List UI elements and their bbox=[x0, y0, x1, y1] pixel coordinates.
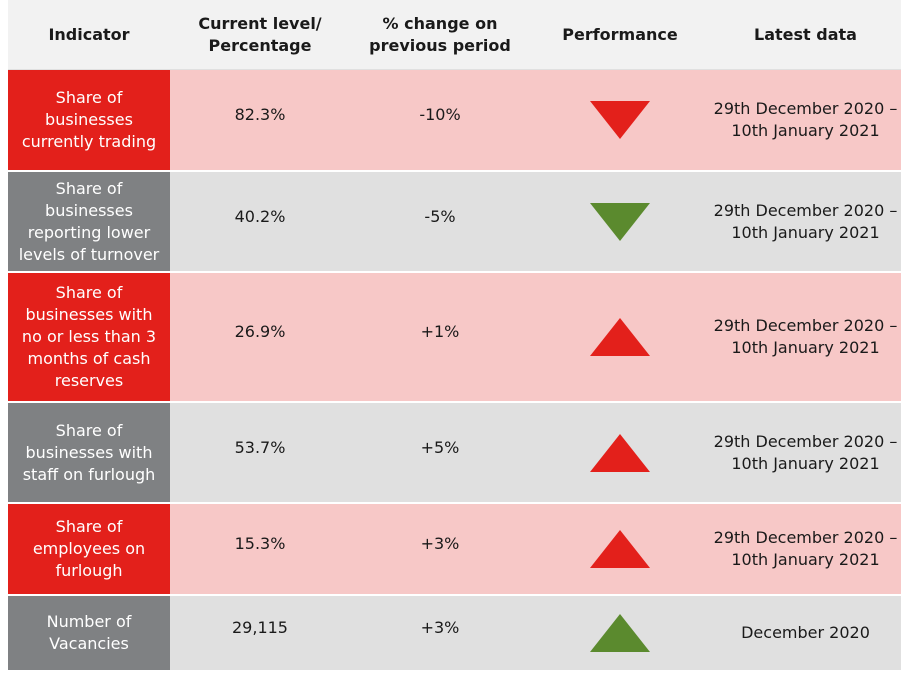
indicator-cell: Share of employees on furlough bbox=[8, 504, 170, 594]
indicator-cell: Number of Vacancies bbox=[8, 596, 170, 670]
performance-down-icon bbox=[590, 101, 650, 139]
indicator-table: Indicator Current level/ Percentage % ch… bbox=[8, 0, 901, 670]
latest-data-cell: 29th December 2020 – 10th January 2021 bbox=[713, 316, 898, 357]
table-row: Share of employees on furlough 15.3% +3%… bbox=[8, 504, 901, 594]
table-header: Indicator Current level/ Percentage % ch… bbox=[8, 0, 901, 70]
latest-data-cell: 29th December 2020 – 10th January 2021 bbox=[713, 99, 898, 140]
table-row: Share of businesses with staff on furlou… bbox=[8, 403, 901, 502]
header-pct-change: % change on previous period bbox=[369, 13, 511, 55]
performance-down-icon bbox=[590, 202, 650, 241]
current-level-cell: 15.3% bbox=[234, 534, 286, 553]
current-level-cell: 26.9% bbox=[234, 322, 286, 341]
current-level-cell: 53.7% bbox=[234, 437, 286, 457]
latest-data-cell: December 2020 bbox=[741, 623, 870, 642]
table-row: Number of Vacancies 29,115 +3% December … bbox=[8, 596, 901, 670]
performance-up-icon bbox=[590, 614, 650, 652]
pct-change-cell: +1% bbox=[420, 322, 460, 341]
pct-change-cell: -10% bbox=[419, 105, 461, 124]
header-indicator: Indicator bbox=[48, 24, 130, 44]
latest-data-cell: 29th December 2020 – 10th January 2021 bbox=[713, 200, 898, 242]
header-current-level: Current level/ Percentage bbox=[198, 13, 322, 55]
table-row: Share of businesses reporting lower leve… bbox=[8, 172, 901, 271]
pct-change-cell: +3% bbox=[420, 534, 460, 553]
indicator-cell: Share of businesses with staff on furlou… bbox=[8, 403, 170, 502]
current-level-cell: 29,115 bbox=[232, 618, 288, 637]
header-performance: Performance bbox=[562, 24, 678, 44]
latest-data-cell: 29th December 2020 – 10th January 2021 bbox=[713, 431, 898, 473]
table-row: Share of businesses with no or less than… bbox=[8, 273, 901, 401]
table-row: Share of businesses currently trading 82… bbox=[8, 70, 901, 170]
current-level-cell: 40.2% bbox=[234, 206, 286, 226]
latest-data-cell: 29th December 2020 – 10th January 2021 bbox=[713, 528, 898, 569]
indicator-cell: Share of businesses currently trading bbox=[8, 70, 170, 170]
pct-change-cell: -5% bbox=[424, 206, 456, 226]
current-level-cell: 82.3% bbox=[234, 105, 286, 124]
performance-up-icon bbox=[590, 433, 650, 472]
indicator-cell: Share of businesses reporting lower leve… bbox=[8, 172, 170, 271]
performance-up-icon bbox=[590, 318, 650, 356]
pct-change-cell: +3% bbox=[420, 618, 460, 637]
pct-change-cell: +5% bbox=[420, 437, 460, 457]
indicator-cell: Share of businesses with no or less than… bbox=[8, 273, 170, 401]
header-latest-data: Latest data bbox=[754, 24, 857, 44]
performance-up-icon bbox=[590, 530, 650, 568]
